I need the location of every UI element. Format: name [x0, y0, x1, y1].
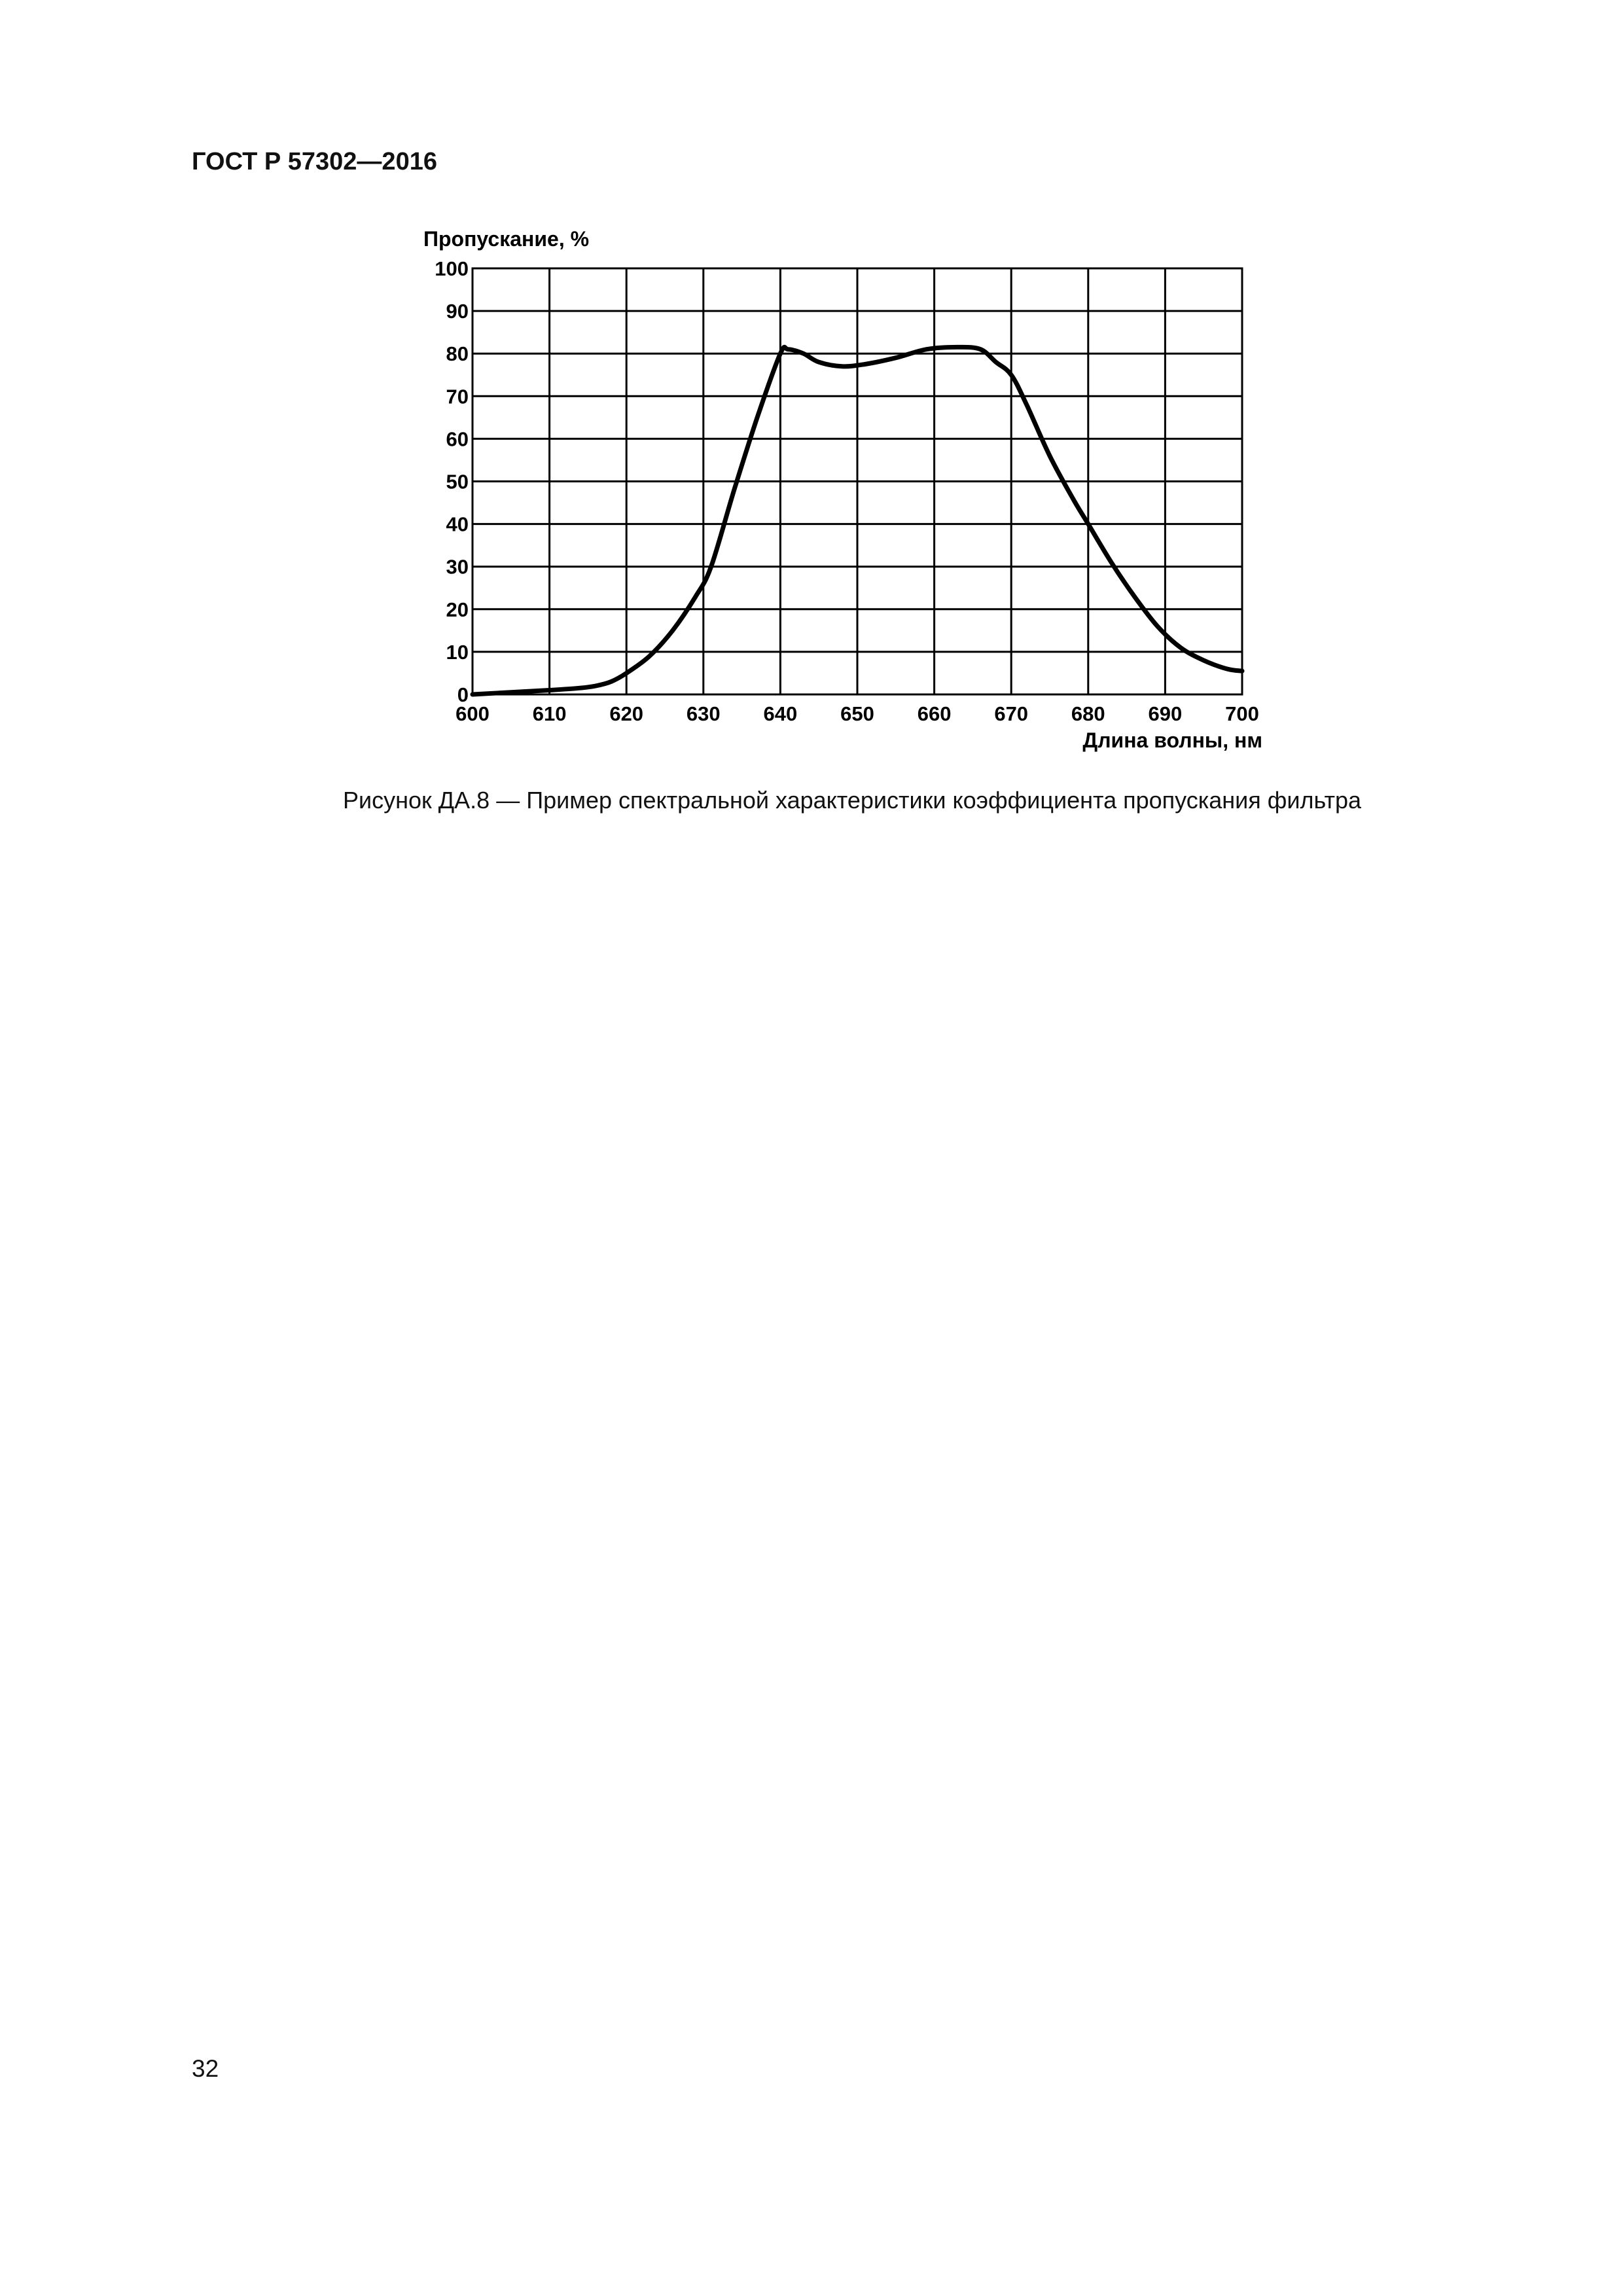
chart-grid	[471, 267, 1243, 696]
x-tick-label: 610	[533, 702, 567, 725]
transmission-chart: 600 610 620 630 640 650 660 670 680 690 700 0 10 20 30…	[423, 227, 1262, 752]
x-tick-label: 690	[1149, 702, 1183, 725]
x-tick-label: 650	[840, 702, 874, 725]
x-tick-label: 670	[994, 702, 1028, 725]
y-tick-label: 0	[457, 683, 469, 706]
y-tick-label: 70	[446, 385, 469, 408]
x-tick-label: 600	[455, 702, 490, 725]
y-tick-label: 10	[446, 641, 469, 664]
page-number: 32	[192, 2055, 219, 2082]
y-tick-label: 100	[435, 257, 469, 280]
y-axis-title: Пропускание, %	[423, 227, 589, 251]
y-tick-label: 40	[446, 513, 469, 536]
x-tick-label: 630	[687, 702, 721, 725]
y-tick-label: 90	[446, 300, 469, 323]
document-header: ГОСТ Р 57302—2016	[192, 148, 437, 175]
y-tick-label: 30	[446, 556, 469, 579]
x-tick-label: 700	[1225, 702, 1259, 725]
x-tick-label: 680	[1071, 702, 1105, 725]
figure-caption: Рисунок ДА.8 — Пример спектральной харак…	[343, 787, 1361, 814]
chart-tick-labels: 600 610 620 630 640 650 660 670 680 690 700 0 10 20 30…	[435, 257, 1259, 725]
x-tick-label: 620	[609, 702, 643, 725]
y-tick-label: 50	[446, 471, 469, 493]
x-tick-label: 660	[918, 702, 952, 725]
y-tick-label: 60	[446, 427, 469, 450]
y-tick-label: 20	[446, 598, 469, 621]
x-tick-label: 640	[764, 702, 798, 725]
y-tick-label: 80	[446, 342, 469, 365]
transmission-curve	[470, 344, 1245, 697]
plot-frame	[471, 267, 1243, 696]
x-axis-title: Длина волны, нм	[1082, 728, 1262, 752]
